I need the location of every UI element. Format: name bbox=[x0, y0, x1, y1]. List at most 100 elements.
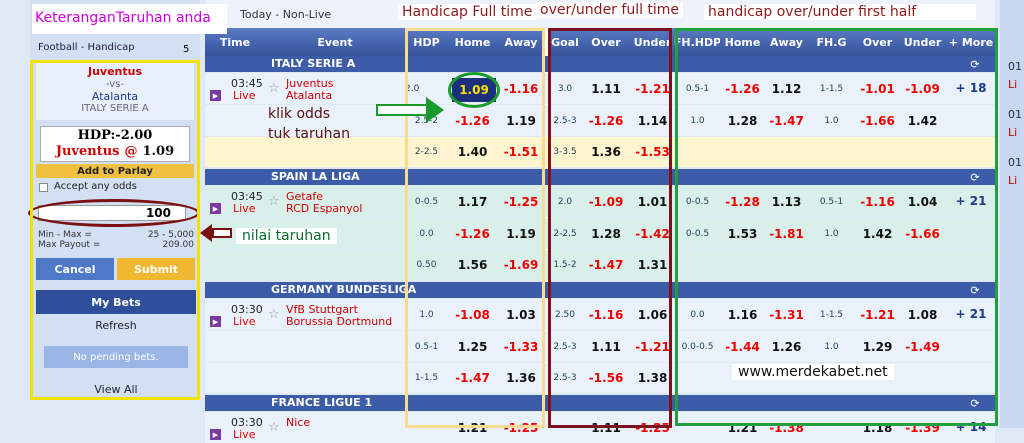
odds-link[interactable]: -1.21 bbox=[860, 307, 895, 322]
handicap-line: 2-2.5 bbox=[553, 228, 577, 239]
odds-link[interactable]: 1.42 bbox=[907, 113, 938, 128]
live: Live bbox=[233, 202, 256, 215]
add-parlay-btn[interactable]: Add to Parlay bbox=[36, 164, 194, 178]
odds-link[interactable]: -1.16 bbox=[588, 307, 624, 322]
odds-link[interactable]: -1.81 bbox=[769, 226, 804, 241]
odds-link[interactable]: 1.19 bbox=[506, 113, 536, 128]
odds-link[interactable]: 1.40 bbox=[457, 145, 488, 159]
handicap-line: 0.5-1 bbox=[414, 341, 439, 352]
odds-link[interactable]: 1.03 bbox=[506, 307, 536, 322]
handicap-line: 0.5-1 bbox=[685, 83, 710, 94]
more-link[interactable]: + 21 bbox=[955, 307, 987, 321]
odds-link[interactable]: -1.09 bbox=[905, 81, 940, 96]
match-row bbox=[205, 299, 995, 330]
odds-link[interactable]: 1.13 bbox=[771, 194, 802, 209]
limit-label: Min - Max = bbox=[38, 230, 92, 240]
odds-link[interactable]: 1.17 bbox=[457, 194, 488, 209]
odds-link[interactable]: -1.21 bbox=[635, 81, 670, 96]
handicap-line: 3.0 bbox=[557, 83, 573, 94]
odds-link[interactable]: -1.09 bbox=[588, 194, 624, 209]
odds-link[interactable]: -1.47 bbox=[588, 258, 624, 272]
odds-link[interactable]: 1.26 bbox=[771, 339, 802, 354]
odds-link[interactable]: -1.26 bbox=[455, 113, 490, 128]
submit-btn[interactable]: Submit bbox=[117, 258, 195, 280]
column-header: + More bbox=[945, 28, 997, 56]
odds-link[interactable]: 1.28 bbox=[727, 113, 758, 128]
more-link[interactable]: + 18 bbox=[955, 81, 987, 95]
odds-circle[interactable] bbox=[448, 72, 500, 108]
cancel-btn[interactable]: Cancel bbox=[36, 258, 114, 280]
annotation: KeteranganTaruhan anda bbox=[32, 4, 227, 34]
bet-league: ITALY SERIE A bbox=[81, 102, 149, 114]
my-bets-header: My Bets bbox=[36, 290, 196, 314]
refresh-btn[interactable]: Refresh bbox=[95, 318, 137, 332]
odds-link[interactable]: 1.01 bbox=[637, 194, 668, 209]
odds-link[interactable]: 1.36 bbox=[506, 371, 536, 385]
odds-link[interactable]: 1.06 bbox=[637, 307, 668, 322]
odds-link[interactable]: 1.42 bbox=[862, 226, 893, 241]
odds-link[interactable]: -1.69 bbox=[503, 258, 539, 272]
handicap-line: 0-0.5 bbox=[414, 196, 439, 207]
odds-link[interactable]: 1.38 bbox=[637, 371, 668, 385]
handicap-line: 0.0 bbox=[419, 228, 434, 239]
odds-link[interactable]: 1.19 bbox=[506, 226, 536, 241]
odds-link[interactable]: -1.26 bbox=[455, 226, 490, 241]
odds-link[interactable]: 1.11 bbox=[591, 81, 621, 96]
odds-link[interactable]: 1.16 bbox=[727, 307, 758, 322]
column-header: Away bbox=[497, 28, 545, 56]
odds-link[interactable]: -1.25 bbox=[503, 194, 539, 209]
top-title: Today - Non-Live bbox=[240, 7, 332, 21]
odds-link[interactable]: 1.25 bbox=[457, 339, 488, 354]
odds-link[interactable]: -1.26 bbox=[725, 81, 760, 96]
league-row: SPAIN LA LIGA bbox=[205, 169, 995, 185]
odds-link[interactable]: -1.21 bbox=[635, 339, 670, 354]
view-all-link[interactable]: View All bbox=[94, 382, 138, 396]
odds-link[interactable]: 1.14 bbox=[637, 113, 668, 128]
odds-link[interactable]: -1.26 bbox=[588, 113, 624, 128]
league-row: ITALY SERIE A bbox=[205, 56, 995, 72]
odds-link[interactable]: -1.66 bbox=[860, 113, 895, 128]
odds-link[interactable]: 1.31 bbox=[637, 258, 668, 272]
bet-odds[interactable]: 1.09 bbox=[142, 144, 175, 159]
column-header: HDP bbox=[405, 28, 448, 56]
annotation: tuk taruhan bbox=[268, 126, 350, 142]
match-row bbox=[205, 186, 995, 217]
odds-link[interactable]: -1.47 bbox=[455, 371, 490, 385]
odds-link[interactable]: -1.49 bbox=[905, 339, 940, 354]
match-row bbox=[205, 331, 995, 362]
time: 03:30 bbox=[231, 416, 263, 429]
odds-link[interactable]: 1.12 bbox=[771, 81, 802, 96]
odds-link[interactable]: -1.56 bbox=[588, 371, 624, 385]
odds-link[interactable]: 1.04 bbox=[907, 194, 938, 209]
box bbox=[548, 28, 672, 428]
column-header: Over bbox=[582, 28, 630, 56]
column-header: Goal bbox=[548, 28, 582, 56]
odds-link[interactable]: -1.31 bbox=[769, 307, 804, 322]
odds-link[interactable]: -1.01 bbox=[860, 81, 895, 96]
odds-link[interactable]: -1.33 bbox=[503, 339, 539, 354]
more-link[interactable]: + 21 bbox=[955, 194, 987, 208]
odds-link[interactable]: -1.28 bbox=[725, 194, 760, 209]
odds-link[interactable]: 1.11 bbox=[591, 339, 621, 354]
odds-link[interactable]: 1.08 bbox=[907, 307, 938, 322]
odds-link[interactable]: -1.47 bbox=[769, 113, 804, 128]
odds-link[interactable]: 1.53 bbox=[727, 226, 758, 241]
odds-link[interactable]: 1.56 bbox=[457, 258, 488, 272]
column-header: FH.HDP bbox=[674, 28, 721, 56]
odds-link[interactable]: -1.66 bbox=[905, 226, 940, 241]
odds-link[interactable]: -1.16 bbox=[860, 194, 895, 209]
odds-link[interactable]: 1.29 bbox=[862, 339, 893, 354]
odds-link[interactable]: 1.36 bbox=[591, 145, 621, 159]
star: ☆ bbox=[268, 194, 280, 209]
odds-link[interactable]: -1.44 bbox=[725, 339, 760, 354]
odds-link[interactable]: -1.08 bbox=[455, 307, 490, 322]
match-row bbox=[205, 250, 995, 280]
odds-link[interactable]: -1.51 bbox=[503, 145, 539, 159]
odds-link[interactable]: -1.53 bbox=[635, 145, 670, 159]
handicap-line: 2.0 bbox=[405, 83, 420, 94]
column-header: Under bbox=[630, 28, 675, 56]
odds-link[interactable]: 1.28 bbox=[591, 226, 621, 241]
odds-link[interactable]: -1.42 bbox=[635, 226, 670, 241]
odds-link[interactable]: -1.16 bbox=[503, 81, 539, 96]
handicap-line: 1.0 bbox=[419, 309, 434, 320]
